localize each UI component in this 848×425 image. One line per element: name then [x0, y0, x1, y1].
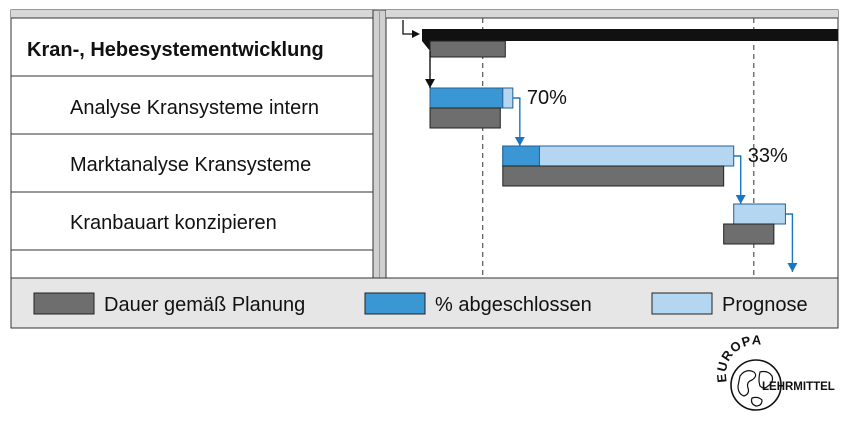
legend-label-completed: % abgeschlossen [435, 294, 592, 316]
legend-label-planned: Dauer gemäß Planung [104, 294, 305, 316]
europa-lehrmittel-logo: EUROPA LEHRMITTEL [714, 332, 835, 411]
progress-percent-t2: 33% [748, 145, 788, 167]
task-label-kranbauart: Kranbauart konzipieren [70, 212, 277, 234]
start-connector-arrowhead [412, 30, 420, 38]
task-label-marktanalyse: Marktanalyse Kransysteme [70, 154, 311, 176]
planned-bar-t1 [429, 107, 501, 129]
completed-bar-t2 [502, 145, 540, 167]
legend-swatch-forecast [651, 292, 713, 315]
timeline-top-strip [386, 10, 838, 18]
link-analyse-to-marktanalyse [512, 97, 525, 146]
planned-bar-t2 [502, 165, 725, 187]
link-kranbauart-next [785, 213, 798, 272]
task-label-summary: Kran-, Hebesystementwicklung [27, 39, 324, 61]
legend-swatch-completed [364, 292, 426, 315]
legend: Dauer gemäß Planung % abgeschlossen Prog… [10, 277, 839, 329]
forecast-bar-t3 [733, 203, 786, 225]
task-label-analyse: Analyse Kransysteme intern [70, 97, 319, 119]
globe-continents-icon [737, 370, 774, 407]
legend-label-forecast: Prognose [722, 294, 808, 316]
timeline-area: 70% 33% [385, 9, 839, 279]
completed-bar-t1 [429, 87, 504, 109]
progress-percent-t1: 70% [527, 87, 567, 109]
legend-swatch-planned [33, 292, 95, 315]
planned-bar-t3 [723, 223, 775, 245]
start-connector [402, 20, 414, 35]
task-table: Kran-, Hebesystementwicklung Analyse Kra… [10, 9, 374, 279]
link-summary-to-analyse [425, 51, 435, 88]
link-marktanalyse-to-kranbauart [733, 155, 746, 204]
logo-side-text: LEHRMITTEL [762, 381, 835, 393]
summary-planned-bar [429, 40, 506, 58]
table-top-strip [11, 10, 373, 18]
summary-bar [422, 29, 838, 41]
